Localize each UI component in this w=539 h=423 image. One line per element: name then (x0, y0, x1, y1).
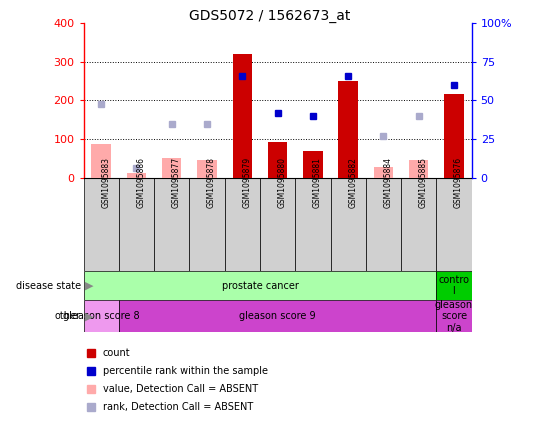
Text: gleason
score
n/a: gleason score n/a (435, 299, 473, 333)
Bar (225, 178, 260, 271)
Bar (127, 173, 146, 178)
Text: GSM1095884: GSM1095884 (383, 157, 392, 208)
Bar (437, 300, 472, 332)
Text: ▶: ▶ (85, 311, 93, 321)
Text: percentile rank within the sample: percentile rank within the sample (103, 366, 268, 376)
Text: GSM1095878: GSM1095878 (207, 157, 216, 208)
Text: gleason score 8: gleason score 8 (63, 311, 140, 321)
Bar (154, 178, 189, 271)
Text: GSM1095885: GSM1095885 (419, 157, 428, 208)
Text: other: other (55, 311, 81, 321)
Text: GSM1095880: GSM1095880 (278, 157, 287, 208)
Text: GSM1095882: GSM1095882 (348, 157, 357, 208)
Bar (444, 93, 464, 178)
Bar (84, 300, 119, 332)
Text: ▶: ▶ (85, 280, 93, 291)
Text: GSM1095886: GSM1095886 (136, 157, 146, 208)
Text: prostate cancer: prostate cancer (222, 280, 299, 291)
Text: GSM1095883: GSM1095883 (101, 157, 110, 208)
Bar (119, 178, 154, 271)
Text: contro
l: contro l (439, 275, 469, 297)
Bar (303, 151, 322, 178)
Bar (409, 159, 429, 178)
Text: value, Detection Call = ABSENT: value, Detection Call = ABSENT (103, 384, 258, 394)
Bar (260, 178, 295, 271)
Bar (366, 178, 401, 271)
Bar (92, 144, 111, 178)
Bar (338, 81, 358, 178)
Text: GSM1095876: GSM1095876 (454, 157, 463, 208)
Bar (437, 178, 472, 271)
Bar (189, 178, 225, 271)
Text: rank, Detection Call = ABSENT: rank, Detection Call = ABSENT (103, 402, 253, 412)
Bar (119, 300, 437, 332)
Text: count: count (103, 348, 130, 358)
Bar (437, 271, 472, 300)
Text: GSM1095877: GSM1095877 (172, 157, 181, 208)
Bar (233, 54, 252, 178)
Bar (197, 159, 217, 178)
Text: GDS5072 / 1562673_at: GDS5072 / 1562673_at (189, 9, 350, 23)
Text: gleason score 9: gleason score 9 (239, 311, 316, 321)
Bar (330, 178, 366, 271)
Bar (374, 167, 393, 178)
Text: disease state: disease state (16, 280, 81, 291)
Bar (84, 178, 119, 271)
Text: GSM1095879: GSM1095879 (243, 157, 251, 208)
Bar (295, 178, 330, 271)
Bar (401, 178, 437, 271)
Bar (162, 158, 182, 178)
Bar (268, 142, 287, 178)
Text: GSM1095881: GSM1095881 (313, 157, 322, 208)
